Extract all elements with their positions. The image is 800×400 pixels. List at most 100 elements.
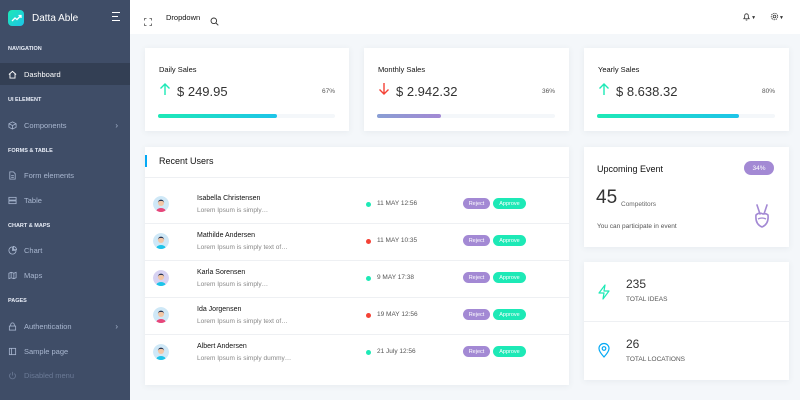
divider — [584, 321, 789, 322]
approve-button[interactable]: Approve — [493, 198, 526, 209]
user-text: Lorem Ipsum is simply… — [197, 207, 269, 214]
settings-dropdown[interactable]: ▼ — [770, 12, 784, 23]
status-dot — [366, 350, 371, 355]
approve-button[interactable]: Approve — [493, 346, 526, 357]
sidebar-item-label: Form elements — [24, 170, 75, 180]
sidebar-item-label: Dashboard — [24, 69, 61, 79]
sidebar-item-label: Disabled menu — [24, 370, 75, 380]
recent-users-card: Recent Users Isabella Christensen Lorem … — [145, 147, 569, 385]
card-title: Upcoming Event — [597, 164, 664, 174]
divider — [145, 334, 569, 335]
notifications-dropdown[interactable]: ▼ — [742, 12, 756, 23]
progress-fill — [158, 114, 277, 118]
total-ideas-number: 235 — [626, 277, 647, 291]
table-row: Isabella Christensen Lorem Ipsum is simp… — [145, 186, 541, 223]
divider — [145, 297, 569, 298]
reject-button[interactable]: Reject — [463, 346, 490, 357]
arrow-up-icon — [160, 83, 170, 95]
map-pin-icon — [598, 342, 610, 358]
box-icon — [8, 120, 17, 130]
map-icon — [8, 271, 17, 280]
status-badge: 34% — [744, 161, 774, 175]
event-text: You can participate in event — [597, 223, 677, 230]
reject-button[interactable]: Reject — [463, 198, 490, 209]
event-count-label: Competitors — [621, 201, 657, 208]
sidebar-item-maps[interactable]: Maps — [0, 264, 130, 286]
total-locations-label: TOTAL LOCATIONS — [626, 356, 685, 363]
reject-button[interactable]: Reject — [463, 309, 490, 320]
brand: Datta Able — [0, 0, 130, 36]
stat-percent: 36% — [541, 88, 555, 95]
gear-icon — [770, 12, 779, 23]
avatar — [153, 196, 169, 212]
reject-button[interactable]: Reject — [463, 235, 490, 246]
dropdown-toggle[interactable]: Dropdown — [166, 13, 200, 22]
search-icon[interactable] — [210, 13, 219, 26]
sidebar-item-authentication[interactable]: Authentication › — [0, 315, 130, 337]
sidebar-item-sample-page[interactable]: Sample page — [0, 340, 130, 362]
expand-icon[interactable] — [144, 13, 152, 26]
yearly-sales-card: Yearly Sales $ 8.638.32 80% — [584, 48, 789, 131]
chevron-down-icon: ▼ — [779, 14, 784, 21]
user-name: Mathilde Andersen — [197, 232, 255, 239]
sidebar-item-form-elements[interactable]: Form elements — [0, 164, 130, 186]
nav-caption-charts: CHART & MAPS — [8, 223, 51, 229]
approve-button[interactable]: Approve — [493, 309, 526, 320]
sidebar-item-label: Table — [24, 195, 42, 205]
sidebar-item-label: Chart — [24, 245, 43, 255]
menu-toggle-icon[interactable] — [112, 12, 120, 24]
user-name: Karla Sorensen — [197, 269, 246, 276]
top-header: Dropdown ▼ ▼ — [130, 0, 800, 34]
daily-sales-card: Daily Sales $ 249.95 67% — [145, 48, 349, 131]
divider — [145, 177, 569, 178]
stat-percent: 67% — [321, 88, 335, 95]
sidebar-item-label: Sample page — [24, 346, 69, 356]
progress-fill — [377, 114, 442, 118]
table-row: Ida Jorgensen Lorem Ipsum is simply text… — [145, 297, 541, 334]
arrow-up-icon — [599, 83, 609, 95]
bell-icon — [742, 12, 751, 23]
nav-caption-pages: PAGES — [8, 298, 27, 304]
totals-card: 235 TOTAL IDEAS 26 TOTAL LOCATIONS — [584, 262, 789, 380]
chevron-right-icon: › — [115, 120, 118, 130]
event-count: 45 — [596, 187, 618, 208]
user-date: 9 MAY 17:38 — [377, 274, 414, 281]
sidebar-item-table[interactable]: Table — [0, 189, 130, 211]
total-locations-number: 26 — [626, 337, 640, 351]
card-title: Recent Users — [159, 156, 214, 166]
user-text: Lorem Ipsum is simply dummy… — [197, 355, 292, 362]
stat-title: Monthly Sales — [378, 65, 426, 74]
dropdown-label: Dropdown — [166, 12, 201, 22]
table-row: Albert Andersen Lorem Ipsum is simply du… — [145, 334, 541, 371]
status-dot — [366, 202, 371, 207]
stat-value: $ 249.95 — [177, 84, 228, 99]
sidebar-item-label: Maps — [24, 270, 43, 280]
sidebar-item-components[interactable]: Components › — [0, 114, 130, 136]
user-name: Albert Andersen — [197, 343, 247, 350]
divider — [145, 223, 569, 224]
nav-caption-navigation: NAVIGATION — [8, 46, 42, 52]
user-date: 11 MAY 12:56 — [377, 200, 418, 207]
user-text: Lorem Ipsum is simply text of… — [197, 318, 288, 325]
user-name: Isabella Christensen — [197, 195, 261, 202]
monthly-sales-card: Monthly Sales $ 2.942.32 36% — [364, 48, 569, 131]
stat-value: $ 2.942.32 — [396, 84, 458, 99]
reject-button[interactable]: Reject — [463, 272, 490, 283]
table-row: Mathilde Andersen Lorem Ipsum is simply … — [145, 223, 541, 260]
home-icon — [8, 70, 17, 79]
sidebar-item-label: Authentication — [24, 321, 72, 331]
user-date: 21 July 12:56 — [377, 348, 416, 355]
sidebar-icon — [8, 347, 17, 356]
user-date: 11 MAY 10:35 — [377, 237, 418, 244]
avatar — [153, 270, 169, 286]
sidebar-item-dashboard[interactable]: Dashboard — [0, 63, 130, 85]
sidebar-item-chart[interactable]: Chart — [0, 239, 130, 261]
total-ideas-label: TOTAL IDEAS — [626, 296, 668, 303]
trending-up-icon — [8, 10, 24, 26]
approve-button[interactable]: Approve — [493, 235, 526, 246]
file-text-icon — [8, 170, 17, 180]
approve-button[interactable]: Approve — [493, 272, 526, 283]
stat-value: $ 8.638.32 — [616, 84, 678, 99]
title-accent — [145, 155, 147, 167]
nav-caption-ui: UI ELEMENT — [8, 97, 42, 103]
